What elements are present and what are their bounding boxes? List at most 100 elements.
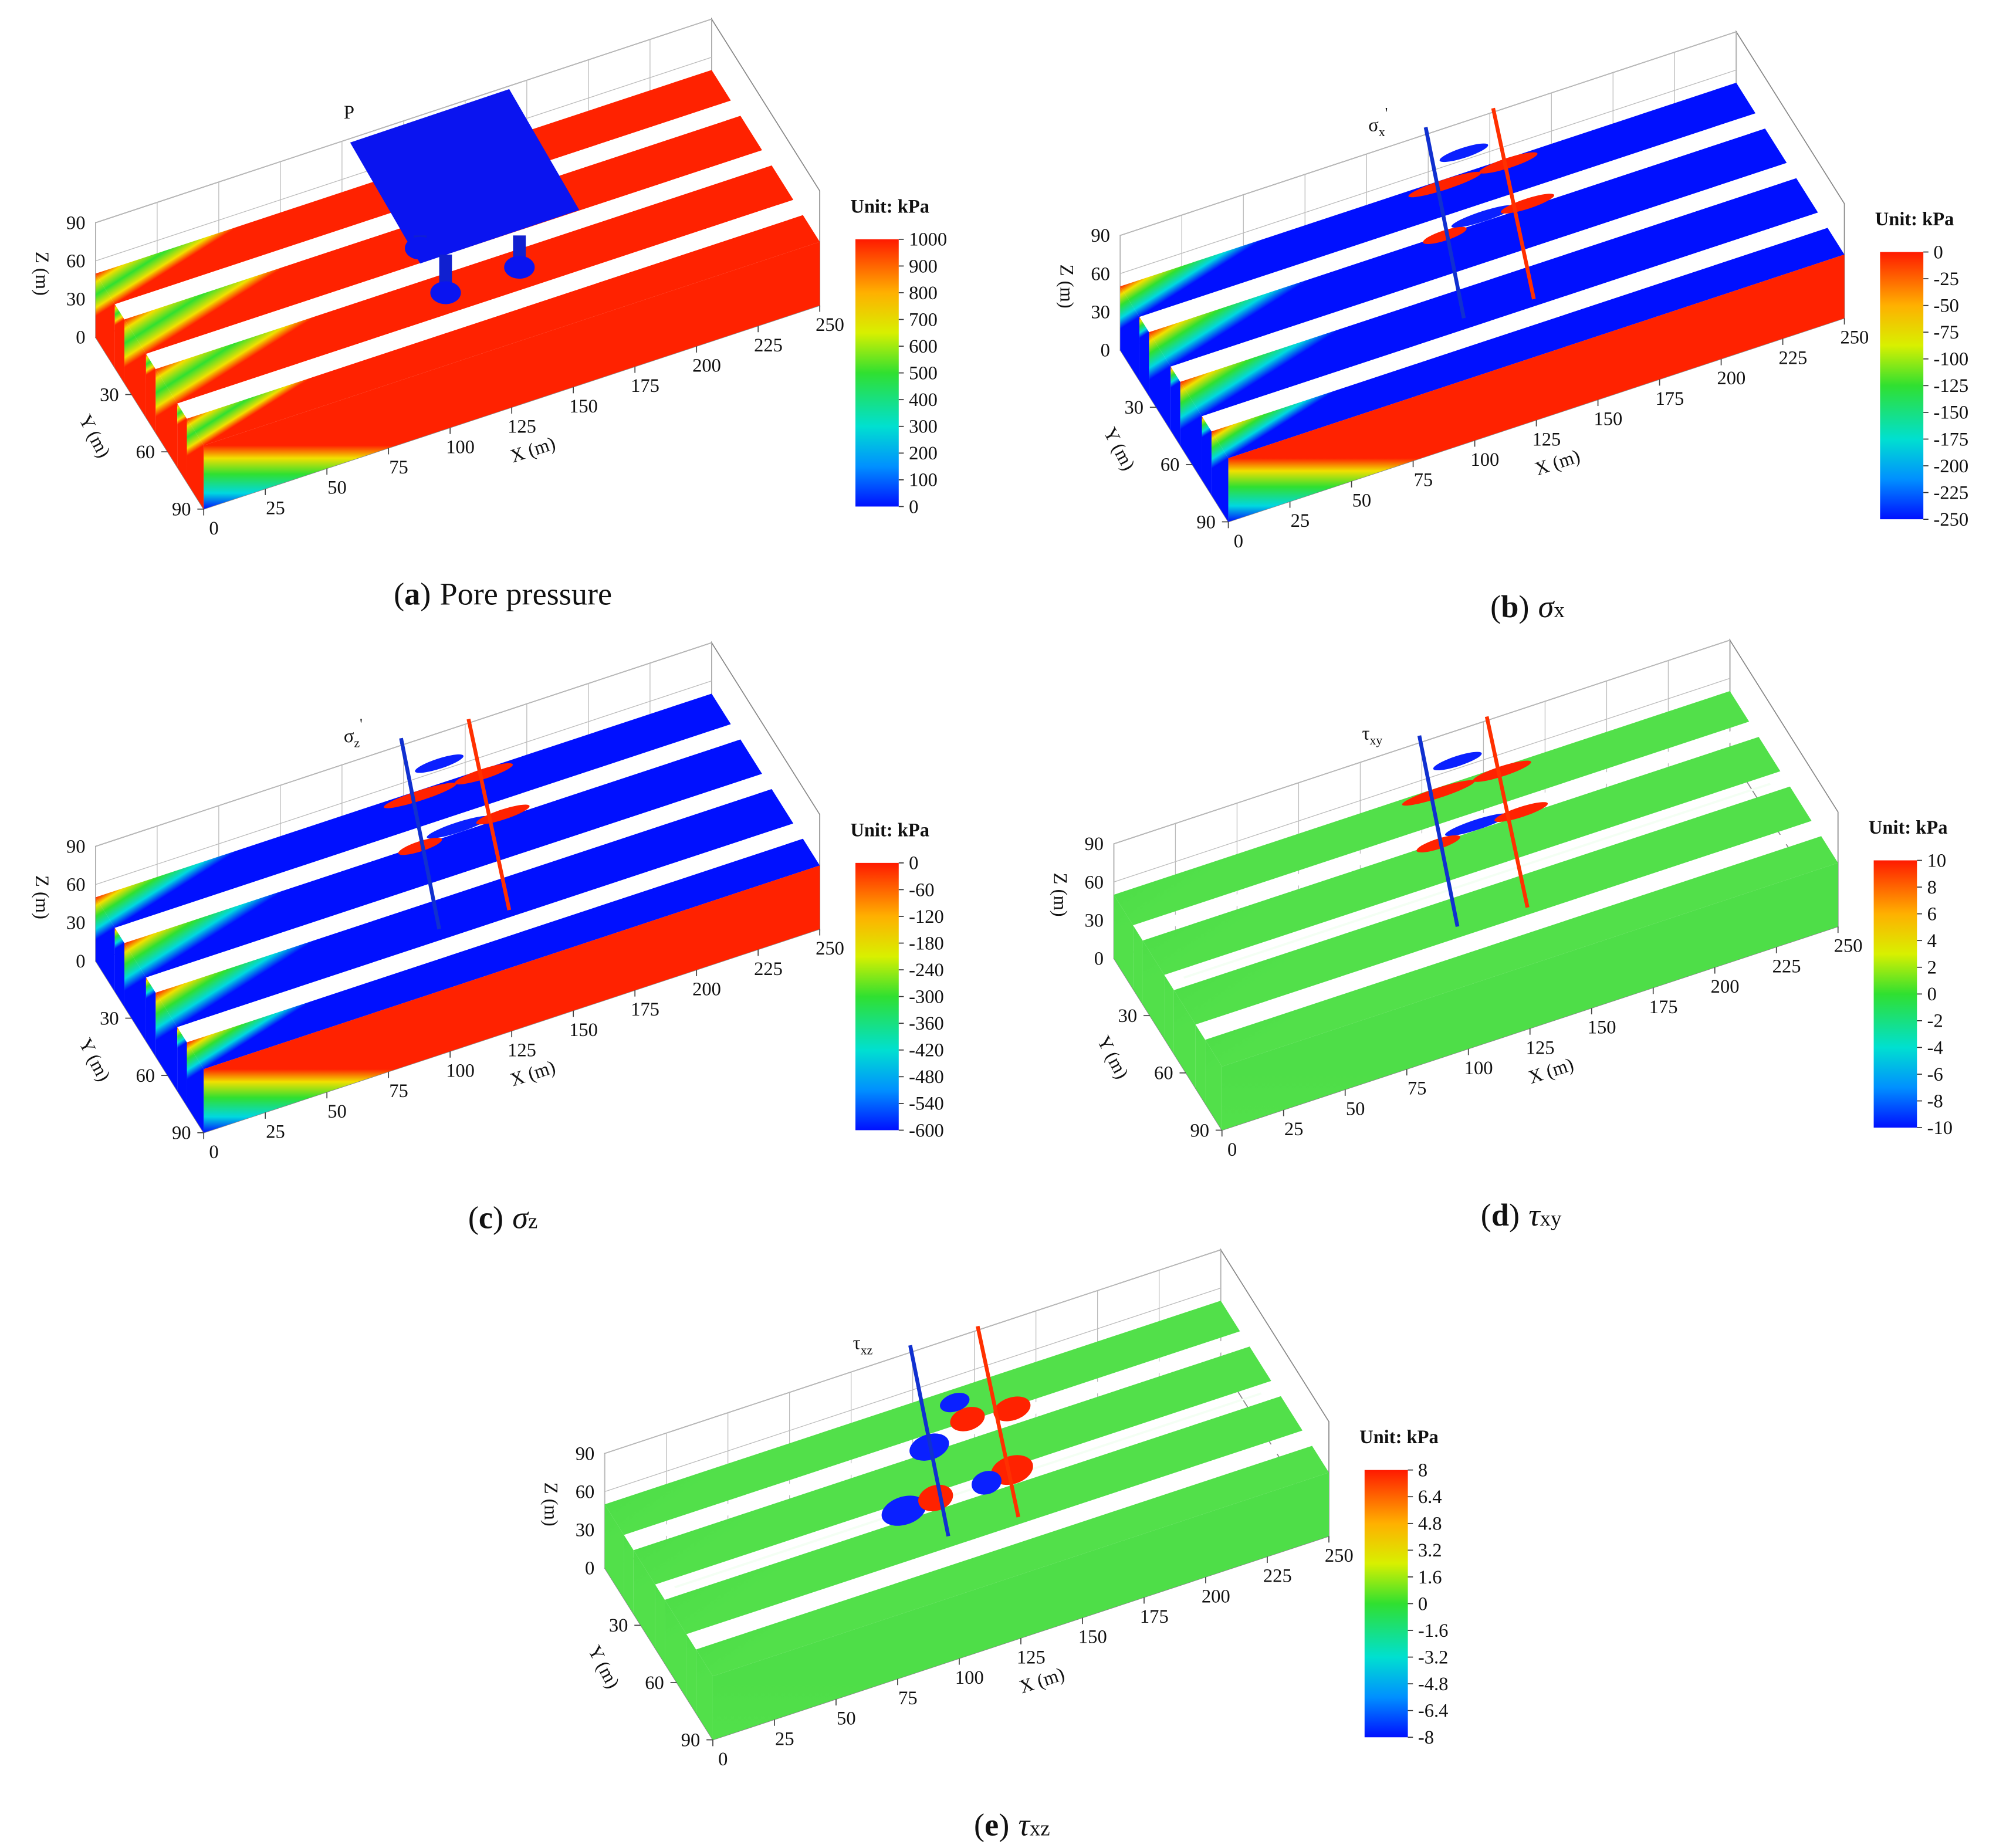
trench — [192, 204, 789, 414]
caption-prefix: ( — [1490, 589, 1501, 624]
y-axis-title: Y (m) — [1099, 424, 1139, 474]
caption-letter: b — [1501, 589, 1518, 624]
x-tick-label: 250 — [1834, 936, 1863, 957]
slab-left-face — [1142, 940, 1165, 1039]
plot-label-symbol: σ — [344, 726, 354, 747]
x-tick-label: 75 — [1414, 470, 1433, 491]
z-tick-label: 30 — [1085, 910, 1104, 931]
x-axis-title: X (m) — [1526, 1054, 1576, 1089]
plot-label: τxz — [853, 1333, 873, 1358]
caption-letter: d — [1491, 1197, 1509, 1233]
x-tick-label: 125 — [508, 417, 536, 438]
colorbar-unit: Unit: kPa — [1875, 209, 1954, 230]
colorbar-unit: Unit: kPa — [850, 820, 929, 841]
colorbar-tick-label: 0 — [1934, 242, 1943, 263]
colorbar-tick-label: 6 — [1927, 903, 1937, 925]
grid-line — [604, 1287, 1221, 1492]
x-tick-label: 200 — [1717, 368, 1746, 389]
trench — [1185, 168, 1782, 377]
slab-top-bar — [155, 165, 794, 404]
colorbar-tick-label: -125 — [1934, 375, 1969, 397]
x-tick-label: 225 — [754, 335, 783, 356]
slab-left-face — [124, 943, 146, 1041]
x-tick-label: 100 — [446, 1060, 475, 1081]
slab-top-bar — [1120, 83, 1756, 317]
x-tick-label: 100 — [955, 1667, 984, 1688]
slab-top-bar — [604, 1301, 1240, 1535]
colorbar-tick-label: -2 — [1927, 1011, 1943, 1032]
z-tick-label: 90 — [66, 212, 86, 233]
trench — [161, 155, 757, 364]
y-tick-label: 60 — [136, 442, 155, 463]
slab-top-bar — [1149, 128, 1787, 367]
caption-suffix: ) — [1509, 1197, 1520, 1233]
slab-left-face — [604, 1504, 624, 1599]
colorbar-tick-label: -1.6 — [1418, 1620, 1448, 1641]
z-tick-label: 0 — [1101, 340, 1110, 361]
x-tick-label: 125 — [1532, 429, 1561, 450]
slab-left-face — [95, 273, 115, 368]
slab-top-bar — [1142, 737, 1781, 975]
colorbar-tick-label: -175 — [1934, 429, 1969, 450]
caption-letter: e — [985, 1807, 999, 1842]
slab-left-face — [1202, 416, 1212, 495]
x-tick-label: 225 — [1263, 1566, 1292, 1587]
stress-concentration — [415, 754, 464, 773]
x-tick-label: 175 — [1649, 997, 1678, 1018]
x-tick-label: 250 — [1841, 327, 1869, 348]
y-axis-title: Y (m) — [75, 1035, 114, 1085]
x-tick-label: 50 — [1346, 1098, 1365, 1119]
trench — [161, 779, 757, 988]
z-tick-label: 30 — [576, 1519, 595, 1541]
caption-subscript: z — [528, 1209, 537, 1233]
colorbar-tick-label: -6.4 — [1418, 1701, 1448, 1722]
x-tick-label: 100 — [1471, 449, 1500, 471]
stress-concentration — [1439, 143, 1488, 163]
x-tick-label: 25 — [266, 1121, 285, 1142]
y-tick-label: 30 — [1118, 1006, 1138, 1027]
colorbar-tick-label: 8 — [1418, 1460, 1427, 1481]
pile-line — [1423, 127, 1466, 319]
slab-left-face — [1211, 431, 1229, 522]
caption: (c) σz — [468, 1200, 538, 1235]
colorbar — [1880, 252, 1924, 520]
slab-left-face — [155, 993, 178, 1091]
z-tick-label: 30 — [66, 289, 86, 310]
y-tick-label: 30 — [100, 384, 119, 405]
z-tick-label: 60 — [1091, 263, 1110, 285]
z-axis-title: Z (m) — [1049, 873, 1070, 917]
x-tick-label: 250 — [816, 314, 844, 336]
x-tick-label: 25 — [1284, 1119, 1304, 1140]
colorbar-tick-label: -300 — [909, 987, 944, 1008]
plot-label: P — [344, 102, 354, 123]
plot-label: τxy — [1362, 723, 1382, 747]
colorbar-tick-label: 600 — [909, 336, 938, 357]
x-tick-label: 150 — [1588, 1017, 1616, 1038]
stress-concentration — [454, 763, 513, 785]
x-tick-label: 125 — [1017, 1647, 1046, 1668]
platform-foot — [504, 256, 535, 279]
colorbar-tick-label: -120 — [909, 906, 944, 928]
colorbar-tick-label: -240 — [909, 960, 944, 981]
colorbar-tick-label: -50 — [1934, 296, 1959, 317]
slab-top-bar — [95, 693, 731, 928]
caption-letter: c — [479, 1200, 493, 1235]
stress-concentration — [1408, 171, 1481, 198]
x-tick-label: 25 — [775, 1728, 794, 1749]
colorbar-unit: Unit: kPa — [1359, 1427, 1439, 1448]
stress-concentration — [1433, 752, 1482, 771]
stress-concentration — [881, 1495, 926, 1526]
stress-concentration — [971, 1471, 1002, 1495]
stress-concentration — [384, 783, 457, 808]
pile-line — [976, 1325, 1020, 1518]
pile-line — [1417, 735, 1460, 927]
trench — [1212, 828, 1805, 1033]
x-tick-label: 50 — [1352, 490, 1372, 511]
z-tick-label: 0 — [76, 951, 85, 972]
z-tick-label: 60 — [1085, 872, 1104, 893]
slab-left-face — [1170, 366, 1180, 446]
colorbar-tick-label: 0 — [909, 853, 918, 874]
slab-left-face — [624, 1535, 634, 1614]
plot-label-sub: x — [1379, 125, 1385, 139]
caption-prefix: ( — [1481, 1197, 1491, 1233]
